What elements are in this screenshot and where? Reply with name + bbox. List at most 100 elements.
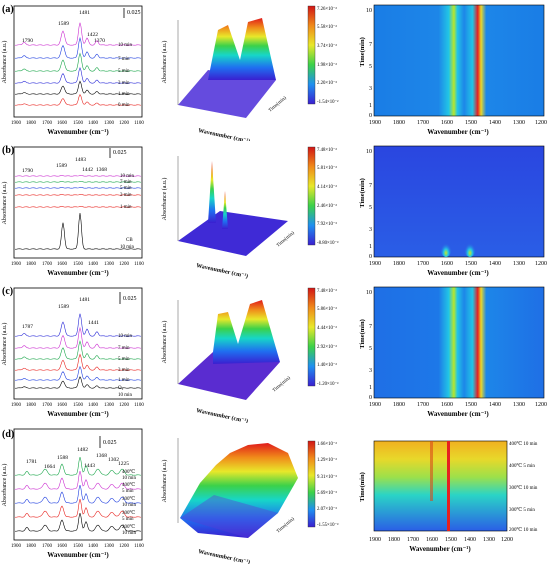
spectrum-trace xyxy=(14,80,142,95)
svg-text:1400: 1400 xyxy=(88,121,99,126)
svg-text:1800: 1800 xyxy=(393,261,405,267)
svg-text:0 min: 0 min xyxy=(118,103,130,108)
svg-text:1 min: 1 min xyxy=(118,378,130,383)
svg-text:1790: 1790 xyxy=(22,38,33,44)
svg-text:5.86×10⁻²: 5.86×10⁻² xyxy=(317,306,337,312)
heatmap-a: Time(min) 10 7 5 3 1 0 1900 1800 1700 16… xyxy=(359,4,547,136)
panel-label: (a) xyxy=(2,4,14,15)
svg-text:0: 0 xyxy=(369,113,372,119)
svg-text:1800: 1800 xyxy=(26,544,37,549)
svg-text:1800: 1800 xyxy=(26,403,37,408)
spectrum-trace xyxy=(14,484,142,504)
peak-labels: 1781 1664 1588 1482 1443 1368 1302 1225 xyxy=(26,447,129,470)
heatmap-y-ticks: 10 7 5 3 1 0 xyxy=(366,290,372,401)
svg-text:7.48×10⁻²: 7.48×10⁻² xyxy=(317,147,337,153)
svg-text:2.07×10⁻³: 2.07×10⁻³ xyxy=(317,506,337,512)
svg-text:5 min: 5 min xyxy=(118,69,130,74)
svg-text:1800: 1800 xyxy=(26,262,37,267)
svg-text:3 min: 3 min xyxy=(118,368,130,373)
scale-bar-label: 0.025 xyxy=(113,150,127,156)
svg-text:1300: 1300 xyxy=(513,261,525,267)
svg-text:1700: 1700 xyxy=(407,537,419,543)
svg-text:3: 3 xyxy=(369,86,372,92)
svg-text:7: 7 xyxy=(369,183,372,189)
svg-text:2.92×10⁻²: 2.92×10⁻² xyxy=(317,344,337,350)
svg-text:-1.20×10⁻³: -1.20×10⁻³ xyxy=(317,381,339,387)
svg-text:3.74×10⁻²: 3.74×10⁻² xyxy=(317,43,337,49)
panel-c: (c) 0.025 Absorbance (a.u.) 1787 1589 14… xyxy=(0,282,550,423)
svg-text:1787: 1787 xyxy=(22,324,33,330)
spectrum-trace xyxy=(14,175,142,177)
svg-text:1 min: 1 min xyxy=(120,205,132,210)
svg-text:1400: 1400 xyxy=(88,403,99,408)
svg-text:1200: 1200 xyxy=(535,120,547,126)
svg-text:1200: 1200 xyxy=(119,403,130,408)
svg-text:1300: 1300 xyxy=(513,402,525,408)
svg-text:1600: 1600 xyxy=(57,403,68,408)
svg-text:1589: 1589 xyxy=(56,163,67,169)
svg-text:1.66×10⁻²: 1.66×10⁻² xyxy=(317,441,337,447)
heatmap-y-label: Time(min) xyxy=(359,178,366,208)
spectrum-trace xyxy=(14,22,142,46)
y-axis-label: Absorbance (a.u.) xyxy=(1,182,8,225)
svg-text:1100: 1100 xyxy=(134,262,144,267)
svg-text:1200: 1200 xyxy=(119,121,130,126)
trace-labels: 10 min 7 min 5 min 3 min 1 min CB 10 min xyxy=(120,174,135,250)
svg-text:7.92×10⁻³: 7.92×10⁻³ xyxy=(317,221,337,227)
svg-text:1302: 1302 xyxy=(108,457,119,463)
svg-text:1100: 1100 xyxy=(134,403,144,408)
svg-text:1100: 1100 xyxy=(134,121,144,126)
svg-text:1900: 1900 xyxy=(11,262,22,267)
colorbar xyxy=(307,146,316,246)
surface-y-label: Time(min) xyxy=(276,231,296,249)
colorbar xyxy=(307,440,316,528)
peak-labels: 1787 1589 1481 1441 xyxy=(22,297,99,330)
spectrum-trace xyxy=(14,326,142,349)
svg-text:1500: 1500 xyxy=(465,261,477,267)
svg-text:1800: 1800 xyxy=(388,537,400,543)
spectra-traces xyxy=(14,456,142,532)
svg-text:10 min: 10 min xyxy=(122,476,137,481)
surface-z-label: Absorbance (a.u.) xyxy=(161,178,168,221)
svg-text:1800: 1800 xyxy=(393,402,405,408)
y-axis-label: Absorbance (a.u.) xyxy=(1,464,8,507)
svg-text:1500: 1500 xyxy=(445,537,457,543)
svg-text:1781: 1781 xyxy=(26,459,37,465)
svg-text:10 min: 10 min xyxy=(118,43,133,48)
svg-text:10: 10 xyxy=(366,149,372,155)
svg-text:1500: 1500 xyxy=(465,402,477,408)
svg-text:3: 3 xyxy=(369,368,372,374)
svg-text:1400: 1400 xyxy=(489,402,501,408)
svg-text:1400: 1400 xyxy=(464,537,476,543)
svg-text:1200: 1200 xyxy=(119,262,130,267)
svg-text:1900: 1900 xyxy=(11,121,22,126)
svg-text:1700: 1700 xyxy=(42,544,53,549)
panel-label: (b) xyxy=(2,145,14,156)
scale-bar-label: 0.025 xyxy=(103,440,117,446)
svg-text:1300: 1300 xyxy=(104,403,115,408)
spectrum-trace xyxy=(14,206,142,208)
svg-text:1600: 1600 xyxy=(57,262,68,267)
x-axis-label: Wavenumber (cm⁻¹) xyxy=(47,410,109,418)
colorbar xyxy=(307,287,316,387)
svg-text:1500: 1500 xyxy=(73,121,84,126)
x-tick-labels: 1900 1800 1700 1600 1500 1400 1300 1200 … xyxy=(11,121,144,126)
svg-text:1600: 1600 xyxy=(57,544,68,549)
svg-text:1482: 1482 xyxy=(77,447,88,453)
panel-label: (c) xyxy=(2,286,13,297)
svg-text:10 min: 10 min xyxy=(120,245,135,250)
svg-text:1200: 1200 xyxy=(119,544,130,549)
panel-d: (d) 0.025 Absorbance (a.u.) 1781 1664 15… xyxy=(0,423,550,564)
heatmap-x-ticks: 1900 1800 1700 1600 1500 1400 1300 1200 xyxy=(369,402,547,408)
ir-spectra-c: (c) 0.025 Absorbance (a.u.) 1787 1589 14… xyxy=(1,286,144,418)
svg-text:1700: 1700 xyxy=(42,262,53,267)
svg-text:1900: 1900 xyxy=(369,120,381,126)
svg-text:9.31×10⁻³: 9.31×10⁻³ xyxy=(317,474,337,480)
svg-text:1600: 1600 xyxy=(441,261,453,267)
scale-bar-label: 0.025 xyxy=(127,10,141,16)
svg-text:3: 3 xyxy=(369,227,372,233)
spectrum-trace xyxy=(14,36,142,59)
svg-text:1441: 1441 xyxy=(88,320,99,326)
svg-text:4.44×10⁻²: 4.44×10⁻² xyxy=(317,325,337,331)
svg-text:1300: 1300 xyxy=(104,121,115,126)
